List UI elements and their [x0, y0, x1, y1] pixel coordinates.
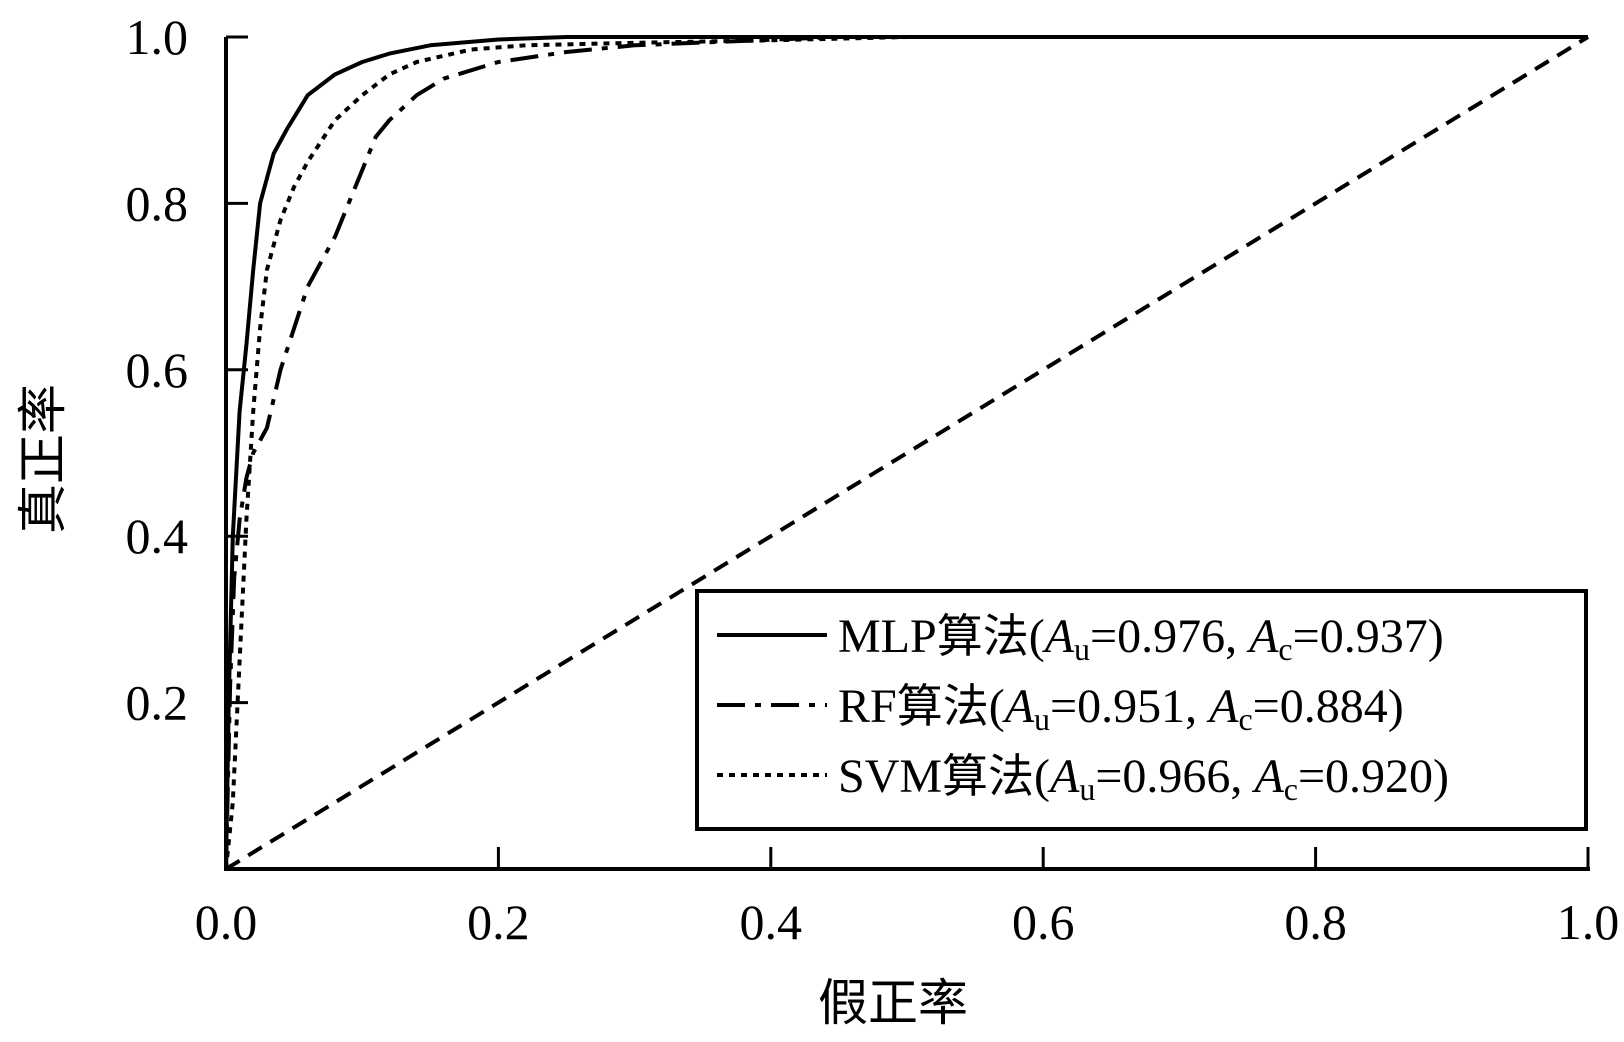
y-axis-title: 真正率 [14, 384, 72, 534]
series-line-diagonal-reference [224, 35, 1590, 871]
x-tick-label: 0.6 [1012, 894, 1075, 950]
x-axis-title: 假正率 [818, 974, 968, 1032]
x-tick-label: 0.2 [467, 894, 530, 950]
legend: MLP算法(Au=0.976, Ac=0.937) RF算法(Au=0.951, … [695, 589, 1588, 831]
x-tick-label: 0.0 [195, 894, 258, 950]
y-tick-label: 0.6 [126, 342, 189, 398]
y-tick-label: 0.8 [126, 175, 189, 231]
y-tick-label: 0.2 [126, 675, 189, 731]
y-tick-label: 1.0 [126, 9, 189, 65]
x-tick-label: 1.0 [1557, 894, 1620, 950]
series-line-mlp [224, 35, 1588, 870]
legend-label-mlp: MLP算法(Au=0.976, Ac=0.937) [838, 609, 1444, 667]
legend-label-svm: SVM算法(Au=0.966, Ac=0.920) [838, 749, 1449, 807]
legend-box [695, 589, 1588, 831]
series-line-rf [224, 35, 1588, 870]
legend-label-rf: RF算法(Au=0.951, Ac=0.884) [838, 679, 1404, 737]
axes: 0.0 0.2 0.4 0.6 0.8 1.0 0.2 0.4 0.6 0.8 1.0 假正率 真正率 [14, 9, 1619, 1032]
plot-area [224, 35, 1590, 871]
series-line-svm [224, 35, 1588, 870]
x-tick-label: 0.8 [1284, 894, 1347, 950]
x-tick-label: 0.4 [740, 894, 803, 950]
y-tick-label: 0.4 [126, 508, 189, 564]
